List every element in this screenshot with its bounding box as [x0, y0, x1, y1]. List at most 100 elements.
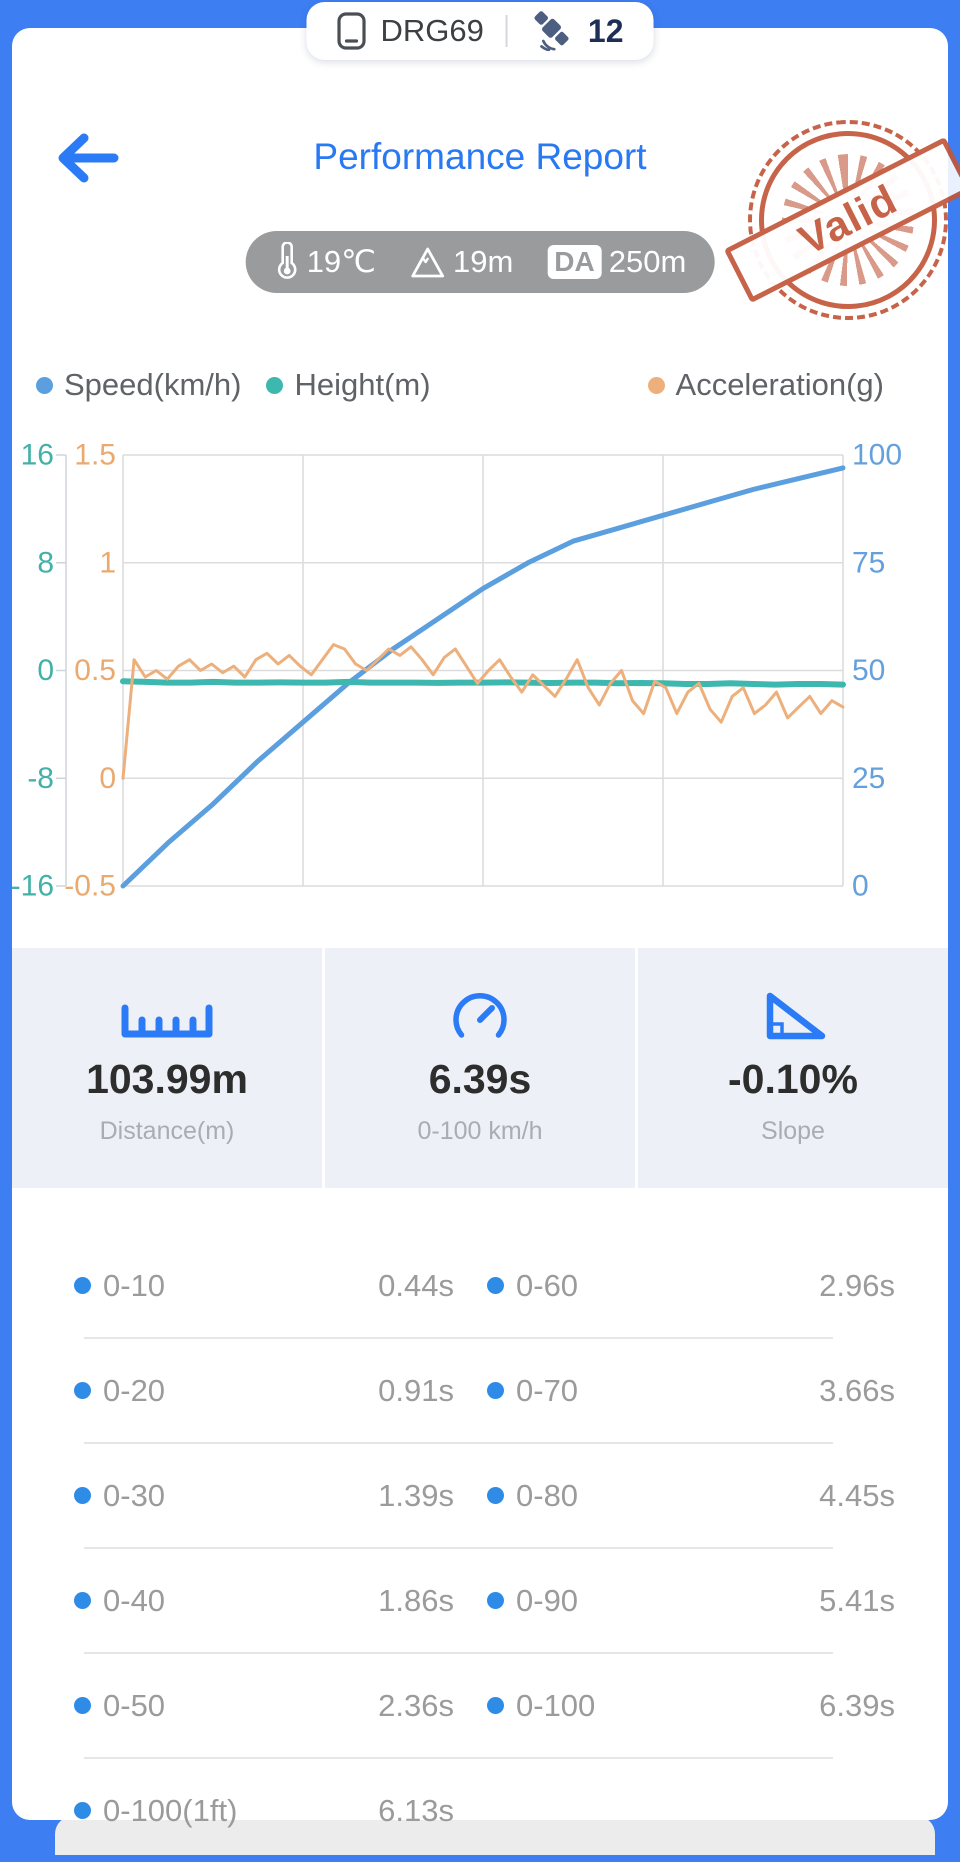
slope-label: Slope	[761, 1117, 825, 1145]
distance-value: 103.99m	[86, 1056, 248, 1102]
slope-value: -0.10%	[728, 1056, 858, 1102]
device-name: DRG69	[380, 13, 484, 48]
bullet-icon	[74, 1382, 91, 1399]
row-divider	[84, 1757, 833, 1759]
speedometer-icon	[451, 990, 509, 1042]
stat-distance: 103.99m Distance(m)	[12, 948, 322, 1188]
split-value: 6.13s	[378, 1792, 454, 1828]
split-value: 6.39s	[819, 1687, 895, 1723]
density-altitude-group: DA 250m	[547, 244, 686, 280]
split-label: 0-100	[516, 1687, 596, 1723]
split-label: 0-80	[516, 1477, 579, 1513]
split-label: 0-40	[103, 1582, 166, 1618]
chart-legend: Speed(km/h) Height(m) Acceleration(g)	[12, 362, 948, 408]
zero-to-hundred-label: 0-100 km/h	[417, 1117, 543, 1145]
da-badge: DA	[547, 244, 602, 280]
split-value: 1.86s	[378, 1582, 454, 1618]
row-divider	[84, 1652, 833, 1654]
svg-text:1: 1	[99, 546, 116, 579]
table-row-footer: 0-100(1ft) 6.13s	[12, 1759, 948, 1862]
temperature-value: 19℃	[306, 244, 376, 279]
table-row: 0-40 1.86s 0-90 5.41s	[12, 1549, 948, 1652]
svg-text:-0.5: -0.5	[64, 870, 116, 903]
bullet-icon	[487, 1382, 504, 1399]
svg-text:-8: -8	[27, 762, 54, 795]
table-row: 0-30 1.39s 0-80 4.45s	[12, 1444, 948, 1547]
svg-text:0: 0	[37, 654, 54, 687]
split-value: 0.44s	[378, 1267, 454, 1303]
bullet-icon	[487, 1697, 504, 1714]
table-row: 0-20 0.91s 0-70 3.66s	[12, 1339, 948, 1442]
environment-pill: 19℃ 19m DA 250m	[245, 231, 715, 293]
legend-item-speed: Speed(km/h)	[36, 367, 241, 403]
valid-stamp: Valid	[723, 110, 960, 330]
split-label: 0-70	[516, 1372, 579, 1408]
chart-canvas: 16 8 0 -8 -16 1.5 1 0.5 0 -0.5 100 75 50 25 0	[12, 439, 902, 903]
back-button[interactable]	[54, 130, 120, 186]
bullet-icon	[74, 1802, 91, 1819]
bullet-icon	[487, 1592, 504, 1609]
split-value: 0.91s	[378, 1372, 454, 1408]
svg-text:0: 0	[852, 870, 869, 903]
split-value: 2.96s	[819, 1267, 895, 1303]
bullet-icon	[74, 1697, 91, 1714]
svg-text:75: 75	[852, 546, 885, 579]
svg-text:50: 50	[852, 654, 885, 687]
da-value: 250m	[608, 244, 687, 279]
zero-to-hundred-value: 6.39s	[428, 1056, 532, 1102]
pill-divider	[505, 15, 508, 47]
satellite-count: 12	[587, 12, 624, 49]
page-title: Performance Report	[313, 136, 647, 177]
device-status-pill[interactable]: DRG69 12	[306, 2, 654, 60]
height-legend-label: Height(m)	[294, 367, 431, 402]
legend-item-height: Height(m)	[266, 367, 431, 403]
satellite-icon	[534, 11, 569, 51]
row-divider	[84, 1547, 833, 1549]
bullet-icon	[487, 1277, 504, 1294]
bullet-icon	[74, 1592, 91, 1609]
svg-text:16: 16	[21, 439, 54, 472]
svg-text:-16: -16	[12, 870, 54, 903]
acceleration-legend-label: Acceleration(g)	[675, 367, 884, 402]
speed-legend-label: Speed(km/h)	[64, 367, 242, 402]
slope-icon	[758, 990, 828, 1042]
split-label: 0-30	[103, 1477, 166, 1513]
summary-stats: 103.99m Distance(m) 6.39s 0-100 km/h -0.…	[12, 948, 948, 1188]
split-value: 5.41s	[819, 1582, 895, 1618]
acceleration-legend-dot	[647, 376, 665, 394]
mountain-icon	[411, 247, 445, 278]
split-label: 0-90	[516, 1582, 579, 1618]
bullet-icon	[487, 1487, 504, 1504]
split-label: 0-100(1ft)	[103, 1792, 238, 1828]
row-divider	[84, 1337, 833, 1339]
distance-label: Distance(m)	[99, 1117, 235, 1145]
report-card: Performance Report 19℃ 19m DA 250m	[12, 28, 960, 1828]
table-row: 0-10 0.44s 0-60 2.96s	[12, 1234, 948, 1337]
stat-zero-to-hundred: 6.39s 0-100 km/h	[322, 948, 635, 1188]
split-label: 0-50	[103, 1687, 166, 1723]
split-label: 0-10	[103, 1267, 166, 1303]
split-label: 0-20	[103, 1372, 166, 1408]
svg-text:25: 25	[852, 762, 885, 795]
svg-text:100: 100	[852, 439, 902, 472]
stat-slope: -0.10% Slope	[635, 948, 948, 1188]
svg-text:0: 0	[99, 762, 116, 795]
split-value: 4.45s	[819, 1477, 895, 1513]
bullet-icon	[74, 1487, 91, 1504]
svg-text:8: 8	[37, 546, 54, 579]
legend-item-acceleration: Acceleration(g)	[647, 367, 884, 403]
performance-chart: 16 8 0 -8 -16 1.5 1 0.5 0 -0.5 100 75 50 25 0	[12, 428, 948, 910]
back-arrow-icon	[58, 133, 119, 183]
split-value: 1.39s	[378, 1477, 454, 1513]
next-sheet-peek	[55, 1816, 935, 1855]
row-divider	[84, 1442, 833, 1444]
altitude-group: 19m	[410, 244, 513, 280]
altitude-value: 19m	[452, 244, 514, 279]
bullet-icon	[74, 1277, 91, 1294]
svg-text:0.5: 0.5	[74, 654, 116, 687]
table-row: 0-50 2.36s 0-100 6.39s	[12, 1654, 948, 1757]
device-icon	[337, 12, 366, 50]
split-times-table: 0-10 0.44s 0-60 2.96s 0-20 0.91s 0-70 3.…	[12, 1234, 948, 1862]
temperature-group: 19℃	[274, 242, 376, 282]
height-legend-dot	[266, 376, 284, 394]
